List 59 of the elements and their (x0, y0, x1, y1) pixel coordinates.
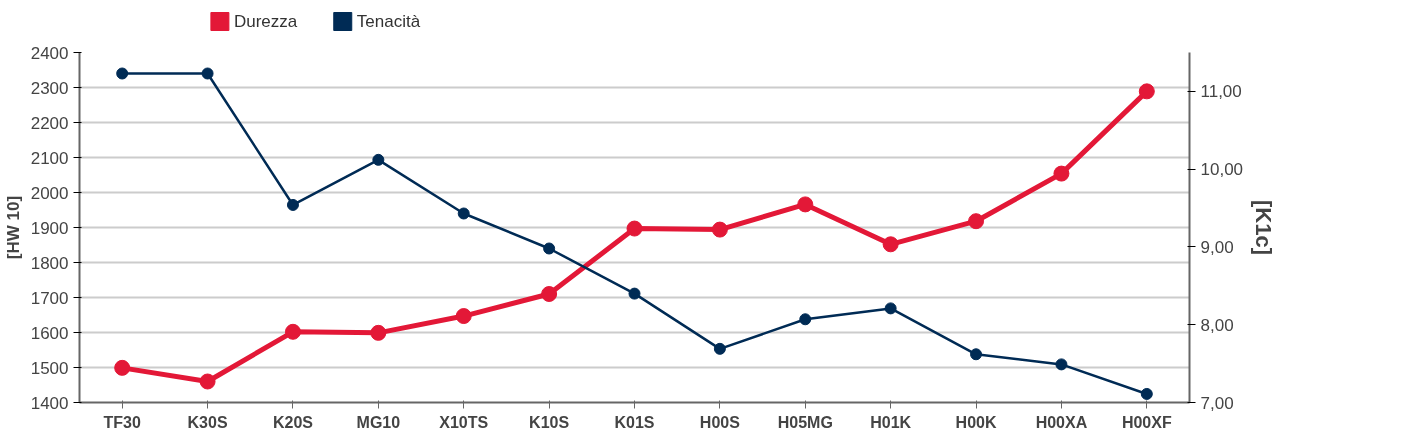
x-tick-label: K01S (614, 413, 655, 431)
x-tick-label: H05MG (777, 413, 833, 431)
point (457, 207, 470, 220)
x-tick-label: K30S (187, 413, 228, 431)
y-tick-label: 1800 (30, 253, 69, 273)
y2-tick-label: 11,00 (1200, 82, 1242, 102)
y2-axis-title: [K1c] (1251, 199, 1277, 256)
x-tick-label: TF30 (103, 413, 141, 431)
y2-tick-label: 8,00 (1200, 315, 1234, 335)
point (284, 323, 301, 340)
point (799, 313, 812, 326)
point (543, 242, 556, 255)
x-tick-label: X10TS (439, 413, 489, 431)
x-tick-label: H00XA (1035, 413, 1088, 431)
point (541, 286, 558, 302)
y2-tick-label: 10,00 (1200, 160, 1244, 180)
point (628, 287, 641, 300)
point (1138, 83, 1155, 100)
x-tick-label: H01K (870, 413, 912, 431)
y-axis-title: [HW 10] (3, 195, 23, 260)
point (114, 359, 131, 376)
y2-tick-label: 9,00 (1200, 237, 1234, 257)
y-tick-label: 2100 (30, 148, 69, 168)
point (370, 324, 387, 341)
point (455, 308, 472, 325)
y-tick-label: 1900 (30, 218, 69, 238)
y-tick-label: 2400 (30, 43, 69, 63)
point (372, 153, 385, 166)
point (201, 67, 214, 80)
x-tick-label: MG10 (356, 413, 401, 431)
x-tick-label: H00K (955, 413, 997, 431)
y-tick-label: 1700 (30, 288, 69, 308)
point (1053, 165, 1070, 182)
point (968, 213, 985, 230)
x-tick-label: H00S (699, 413, 741, 431)
point (286, 198, 299, 211)
point (882, 236, 899, 253)
legend-label: Tenacità (356, 12, 421, 31)
point (970, 348, 983, 361)
y-tick-label: 2300 (30, 78, 69, 98)
point (713, 342, 726, 355)
x-tick-label: H00XF (1121, 413, 1172, 431)
y-tick-label: 1500 (30, 358, 69, 378)
y-tick-label: 1600 (30, 323, 69, 343)
point (199, 373, 216, 390)
y-tick-label: 2200 (30, 113, 69, 133)
point (116, 67, 129, 80)
point (711, 221, 728, 238)
y-tick-label: 2000 (30, 183, 69, 203)
x-tick-label: K20S (272, 413, 314, 431)
y2-tick-label: 7,00 (1200, 393, 1234, 413)
point (797, 196, 814, 213)
point (884, 302, 897, 315)
point (626, 220, 643, 237)
y-tick-label: 1400 (30, 393, 69, 413)
legend-label: Durezza (233, 12, 298, 31)
point (1140, 387, 1153, 400)
point (1055, 358, 1068, 371)
x-tick-label: K10S (529, 413, 570, 431)
